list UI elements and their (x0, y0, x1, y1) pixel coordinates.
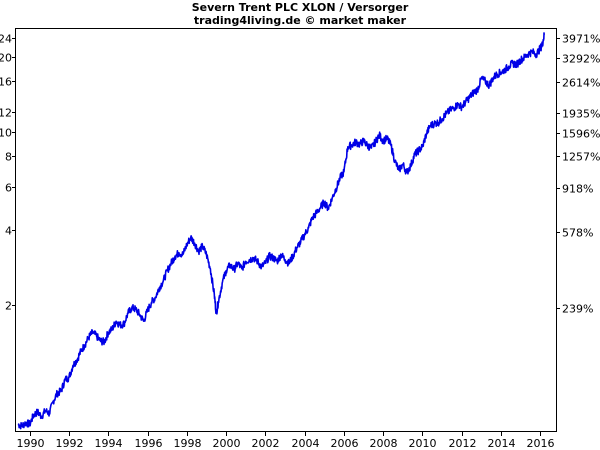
y-left-tick-label: 6 (5, 182, 12, 195)
y-right-tick-label: 578% (562, 227, 593, 240)
y-right-tick-label: 3292% (562, 53, 600, 66)
x-axis: 1990 1992 1994 1996 1998 2000 2002 2004 2006 2008… (17, 431, 555, 450)
y-right-tick-label: 1596% (562, 128, 600, 141)
x-tick-label: 1992 (56, 437, 84, 450)
x-tick-label: 2016 (527, 437, 555, 450)
y-left-tick-label: 10 (0, 127, 12, 140)
x-tick-label: 2008 (370, 437, 398, 450)
y-right-tick-label: 3971% (562, 33, 600, 46)
y-right-tick-label: 1935% (562, 108, 600, 121)
x-tick-label: 2014 (488, 437, 516, 450)
y-right-tick-label: 2614% (562, 77, 600, 90)
y-left-tick-label: 16 (0, 76, 12, 89)
price-series-line (17, 32, 546, 430)
x-tick-label: 1996 (135, 437, 163, 450)
x-tick-label: 2010 (409, 437, 437, 450)
y-left-tick-label: 12 (0, 107, 12, 120)
x-tick-label: 2002 (252, 437, 280, 450)
y-left-tick-label: 8 (5, 151, 12, 164)
x-tick-label: 1990 (17, 437, 45, 450)
y-right-tick-label: 1257% (562, 151, 600, 164)
y-right-tick-label: 239% (562, 303, 593, 316)
x-tick-label: 1994 (95, 437, 123, 450)
x-tick-label: 2012 (449, 437, 477, 450)
x-tick-label: 1998 (174, 437, 202, 450)
chart-subtitle: trading4living.de © market maker (194, 14, 407, 27)
y-left-tick-label: 24 (0, 33, 12, 46)
x-tick-label: 2000 (213, 437, 241, 450)
y-left-tick-label: 2 (5, 300, 12, 313)
y-left-tick-label: 4 (5, 225, 12, 238)
y-right-tick-label: 918% (562, 183, 593, 196)
y-left-tick-label: 20 (0, 52, 12, 65)
y-axis-right: 239% 578% 918% 1257% 1596% 1935% 2614% 3292% 397… (556, 33, 600, 316)
x-tick-label: 2004 (292, 437, 320, 450)
x-tick-label: 2006 (331, 437, 359, 450)
chart-title: Severn Trent PLC XLON / Versorger (192, 1, 409, 14)
